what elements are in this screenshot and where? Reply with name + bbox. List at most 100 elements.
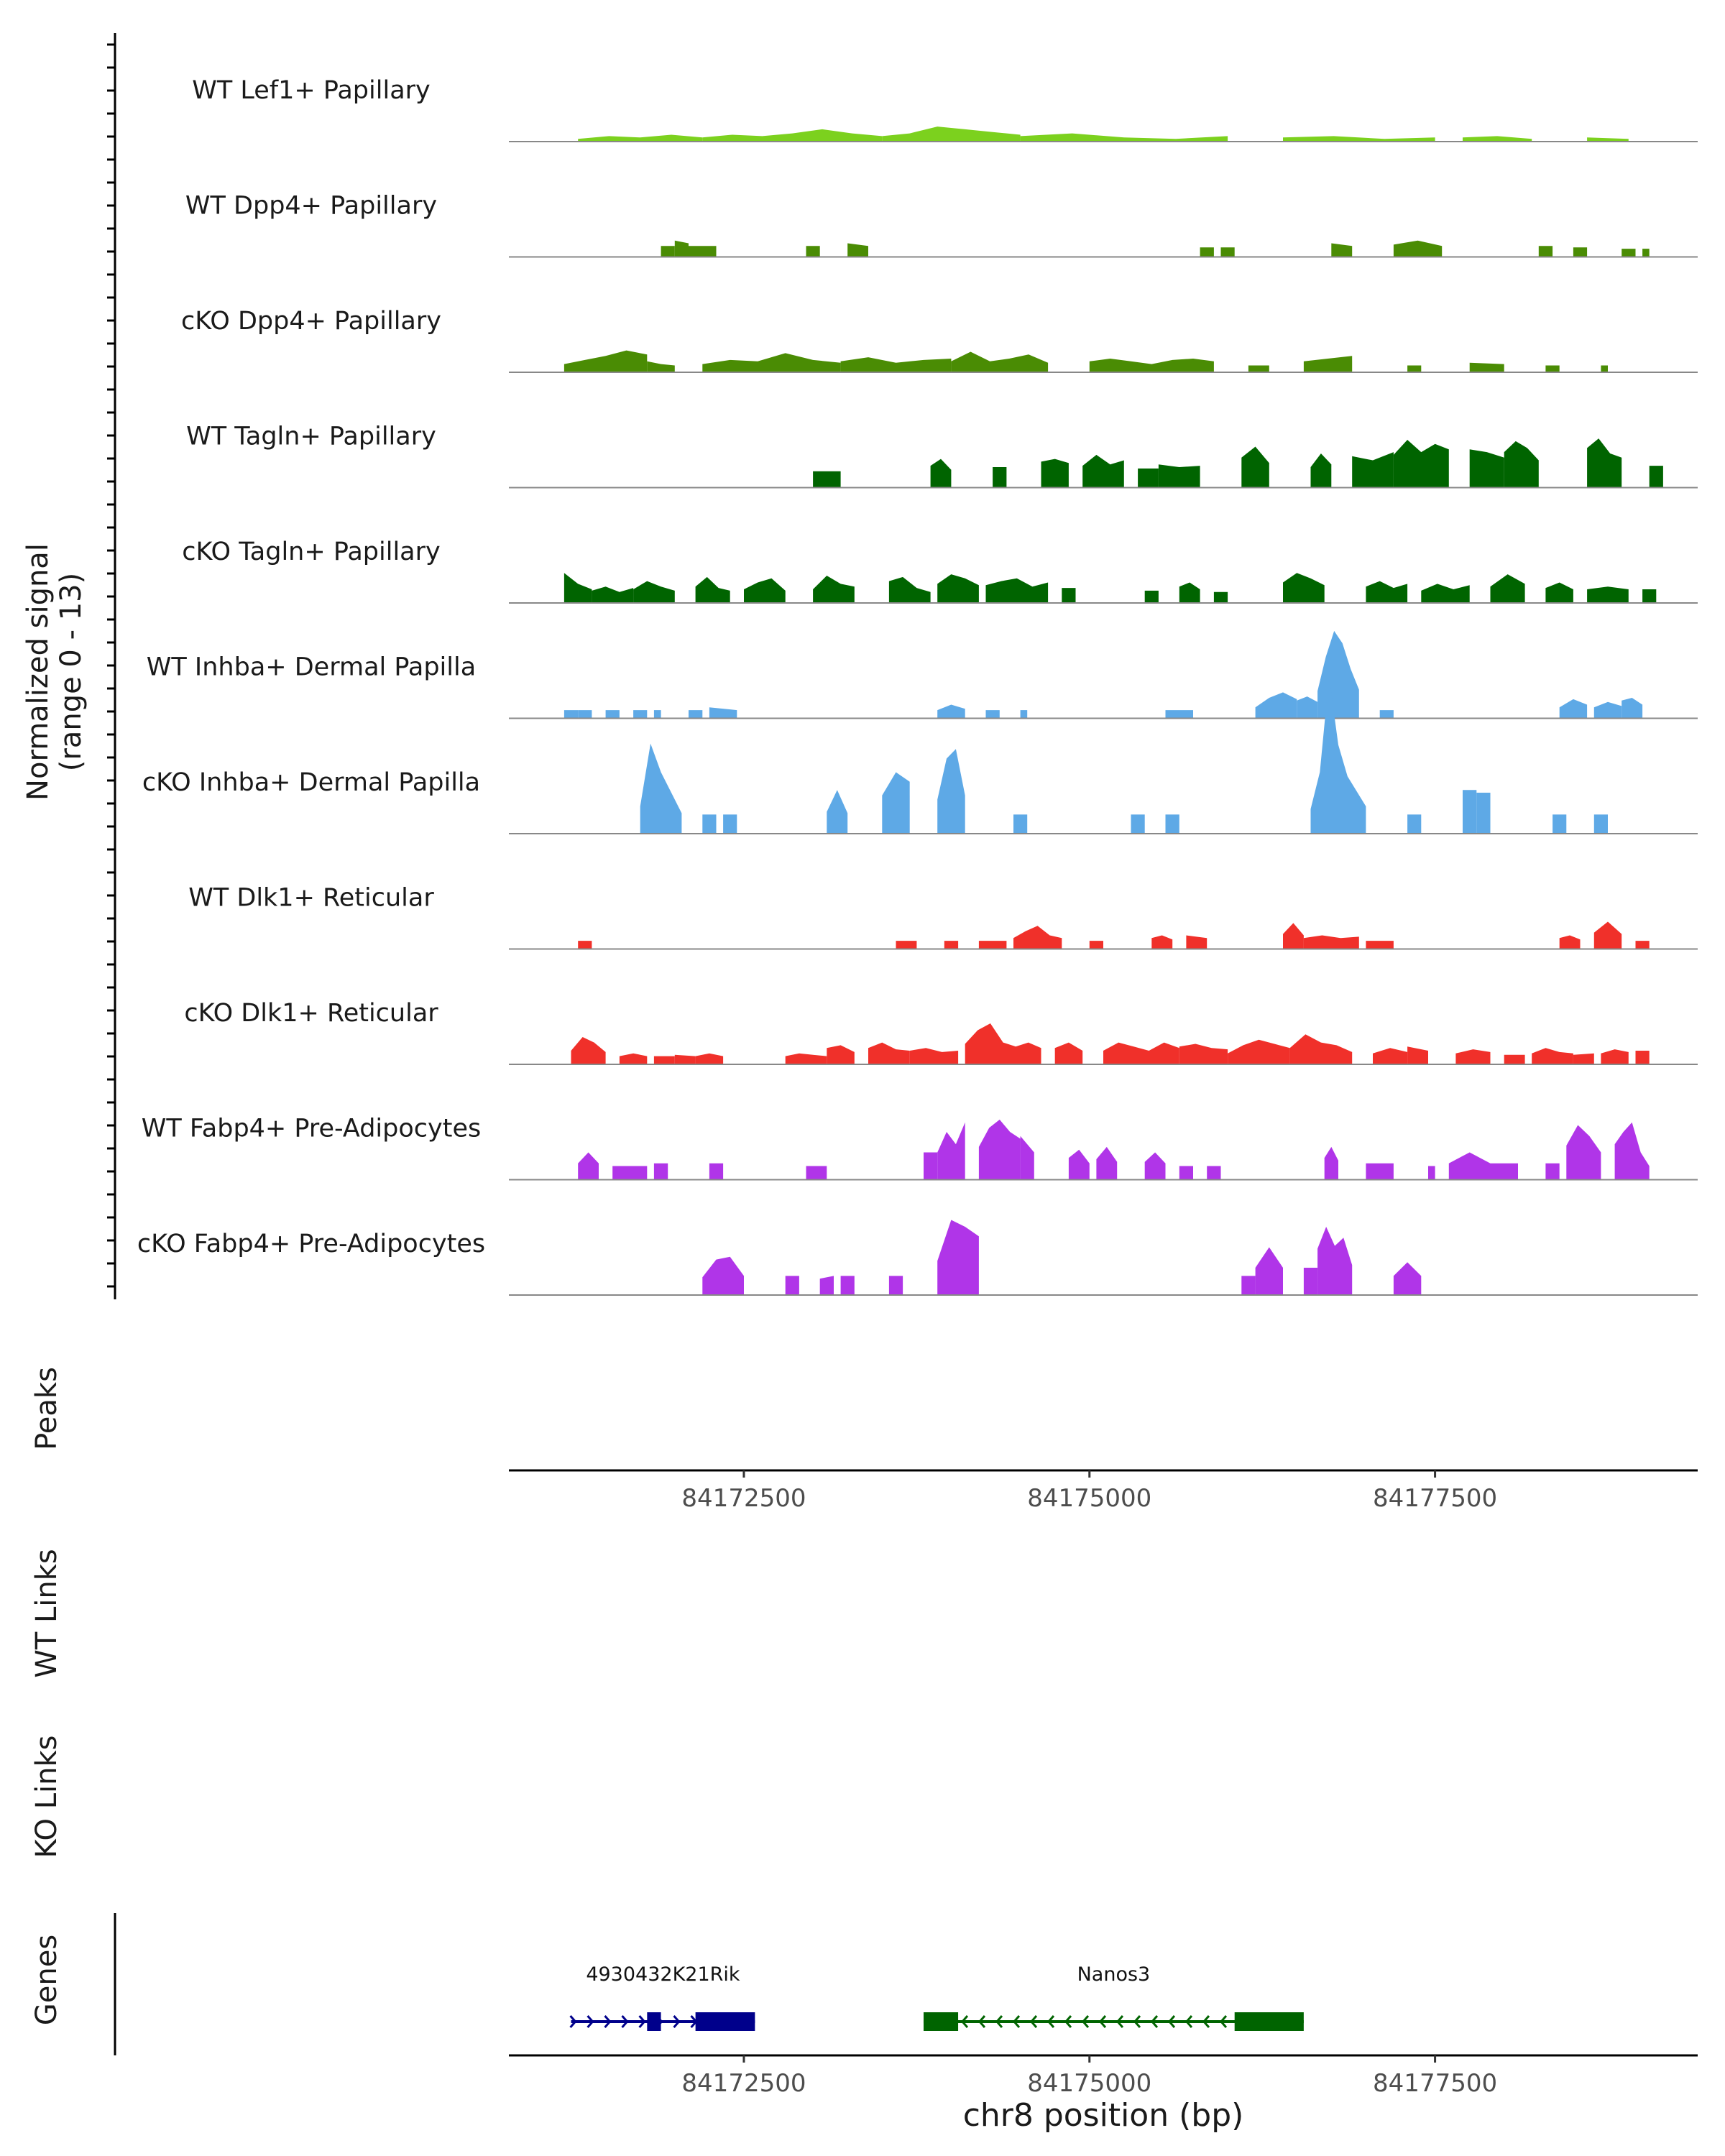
signal-peak [1144, 1152, 1166, 1180]
signal-peak [1228, 1039, 1290, 1064]
signal-peak [1297, 696, 1318, 719]
signal-peak [1020, 710, 1028, 719]
signal-peak [640, 743, 682, 834]
gene-label: 4930432K21Rik [586, 1963, 740, 1986]
signal-peak [1366, 581, 1408, 603]
track-label: cKO Dlk1+ Reticular [184, 999, 438, 1028]
signal-peak [1186, 935, 1208, 949]
signal-peak [1179, 582, 1200, 603]
track-label: WT Fabp4+ Pre-Adipocytes [142, 1115, 481, 1143]
signal-peak [1220, 247, 1235, 257]
signal-y-title-line1: Normalized signal [22, 543, 55, 801]
strand-arrow [621, 2015, 629, 2028]
signal-peak [882, 126, 1021, 142]
strand-arrow [1046, 2015, 1055, 2028]
x-tick-label: 84177500 [1373, 1484, 1497, 1513]
strand-arrow [586, 2015, 594, 2028]
x-tick-label: 84172500 [681, 1484, 806, 1513]
signal-peak [1490, 1163, 1518, 1180]
track-label: WT Dlk1+ Reticular [188, 884, 434, 913]
signal-peak [951, 351, 1049, 372]
gene: Nanos3 [923, 1963, 1304, 2031]
strand-arrow [1064, 2015, 1072, 2028]
signal-peak [924, 1152, 938, 1180]
signal-peak [723, 814, 737, 834]
signal-peak [1283, 573, 1325, 603]
signal-peak [888, 576, 931, 603]
signal-peak [937, 574, 979, 603]
genes-x-ticks: 84172500 84175000 84177500 [681, 2055, 1497, 2098]
signal-peak [937, 704, 965, 719]
signal-peak [653, 1163, 668, 1180]
strand-arrow [1184, 2015, 1193, 2028]
signal-peak [1324, 1146, 1338, 1180]
signal-peak [896, 941, 917, 949]
signal-peak [702, 353, 841, 372]
coverage-track: WT Tagln+ Papillary [186, 423, 1698, 489]
signal-peak [612, 1166, 648, 1180]
signal-peak [578, 1152, 599, 1180]
signal-peak [1463, 136, 1532, 142]
coverage-track: cKO Inhba+ Dermal Papilla [142, 676, 1698, 834]
signal-peak [653, 1056, 675, 1064]
signal-peak [1587, 586, 1629, 603]
peaks-x-ticks: 84172500 84175000 84177500 [681, 1470, 1497, 1513]
ko-links-label: KO Links [30, 1736, 63, 1858]
gene-exon [695, 2012, 755, 2031]
signal-peak [993, 467, 1007, 488]
signal-peak [1165, 710, 1193, 719]
track-label: cKO Tagln+ Papillary [182, 538, 441, 566]
signal-peak [702, 1256, 744, 1295]
signal-peak [1317, 630, 1359, 719]
signal-peak [1593, 921, 1622, 949]
coverage-tracks: WT Lef1+ Papillary WT Dpp4+ Papillary cKO … [137, 76, 1698, 1296]
signal-peak [1463, 790, 1477, 834]
signal-peak [1041, 459, 1069, 488]
signal-peak [1393, 240, 1443, 257]
coverage-track: WT Dpp4+ Papillary [185, 192, 1698, 258]
signal-peak [1331, 243, 1353, 257]
signal-peak [1241, 446, 1269, 488]
signal-peak [1283, 136, 1435, 142]
signal-peak [1082, 454, 1124, 488]
signal-peak [689, 710, 703, 719]
strand-arrow [1150, 2015, 1159, 2028]
track-label: cKO Inhba+ Dermal Papilla [142, 768, 480, 797]
signal-peak [1289, 1034, 1353, 1064]
signal-peak [1366, 1163, 1394, 1180]
signal-peak [1407, 814, 1422, 834]
signal-peak [1255, 1247, 1283, 1295]
signal-peak [1013, 814, 1028, 834]
gene-exon [1234, 2012, 1304, 2031]
strand-arrow [995, 2015, 1003, 2028]
signal-peak [1538, 246, 1553, 257]
signal-peak [578, 134, 703, 142]
strand-arrow [1133, 2015, 1141, 2028]
signal-peak [827, 1045, 855, 1064]
signal-peak [1504, 441, 1539, 488]
signal-peak [1622, 698, 1643, 719]
signal-peak [1559, 699, 1588, 719]
signal-peak [1393, 1262, 1422, 1295]
signal-peak [785, 1276, 799, 1295]
signal-peak [1151, 935, 1173, 949]
signal-peak [1504, 1054, 1525, 1064]
signal-peak [619, 1053, 648, 1064]
track-label: WT Inhba+ Dermal Papilla [147, 653, 476, 682]
signal-peak [785, 1053, 827, 1064]
signal-peak [1366, 941, 1394, 949]
signal-peak [1469, 449, 1504, 488]
signal-peak [1421, 584, 1470, 603]
signal-peak [965, 1023, 1041, 1064]
strand-arrow [978, 2015, 986, 2028]
signal-peak [1448, 1152, 1491, 1180]
signal-peak [702, 814, 717, 834]
signal-peak [1622, 249, 1636, 257]
signal-peak [1649, 466, 1663, 488]
signal-peak [674, 1054, 696, 1064]
signal-peak [1455, 1049, 1491, 1064]
signal-peak [806, 246, 820, 257]
signal-peak [819, 1276, 834, 1295]
signal-peak [1303, 1268, 1318, 1295]
x-tick-label: 84175000 [1027, 2069, 1151, 2098]
